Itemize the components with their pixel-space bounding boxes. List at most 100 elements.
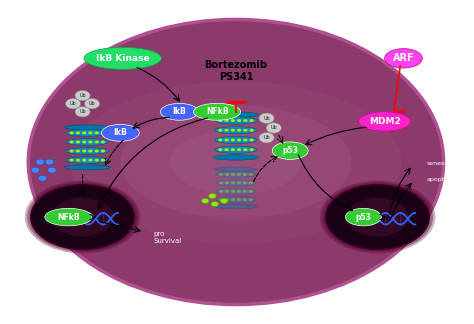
Circle shape (95, 159, 99, 162)
Ellipse shape (120, 105, 352, 219)
Circle shape (211, 202, 219, 207)
Ellipse shape (272, 142, 308, 159)
Circle shape (218, 119, 222, 122)
Circle shape (88, 159, 92, 162)
Circle shape (231, 181, 235, 184)
Circle shape (101, 141, 105, 144)
Circle shape (231, 148, 235, 151)
Circle shape (237, 181, 241, 184)
Circle shape (249, 119, 254, 122)
Circle shape (259, 133, 274, 143)
Circle shape (237, 139, 241, 141)
Circle shape (88, 132, 92, 134)
Circle shape (76, 159, 80, 162)
Circle shape (249, 148, 254, 151)
Circle shape (219, 198, 223, 201)
Circle shape (231, 190, 235, 193)
Circle shape (249, 173, 253, 176)
Circle shape (101, 150, 105, 153)
Text: senescence: senescence (427, 161, 464, 166)
Text: p53: p53 (356, 213, 371, 222)
Circle shape (31, 167, 40, 173)
Circle shape (82, 150, 86, 153)
Text: IkB: IkB (113, 128, 127, 137)
Circle shape (88, 150, 92, 153)
Circle shape (249, 190, 253, 193)
Circle shape (70, 132, 74, 134)
Ellipse shape (66, 139, 109, 145)
Circle shape (231, 198, 235, 201)
Ellipse shape (27, 182, 138, 252)
Circle shape (266, 123, 281, 133)
Text: pro
Survival: pro Survival (154, 231, 182, 244)
Text: ARF: ARF (392, 53, 414, 63)
Circle shape (224, 139, 228, 141)
Circle shape (65, 98, 81, 109)
Ellipse shape (193, 103, 241, 120)
Circle shape (243, 129, 247, 132)
Circle shape (225, 181, 229, 184)
Circle shape (46, 159, 54, 165)
Ellipse shape (359, 112, 410, 131)
Ellipse shape (216, 188, 256, 194)
Text: Ub: Ub (79, 109, 86, 114)
Ellipse shape (84, 47, 161, 69)
Circle shape (218, 148, 222, 151)
Circle shape (88, 141, 92, 144)
Circle shape (225, 198, 229, 201)
Ellipse shape (71, 81, 401, 243)
Text: NFkB: NFkB (57, 213, 80, 222)
Circle shape (243, 139, 247, 141)
Circle shape (243, 198, 247, 201)
Circle shape (101, 132, 105, 134)
Ellipse shape (31, 185, 135, 249)
Ellipse shape (346, 198, 409, 237)
Circle shape (76, 132, 80, 134)
Circle shape (38, 175, 47, 181)
Circle shape (82, 141, 86, 144)
Ellipse shape (101, 124, 139, 141)
Circle shape (243, 148, 247, 151)
Circle shape (231, 119, 235, 122)
Circle shape (75, 107, 90, 117)
Ellipse shape (384, 49, 422, 68)
Circle shape (224, 148, 228, 151)
Ellipse shape (215, 136, 257, 144)
Circle shape (243, 119, 247, 122)
Ellipse shape (66, 157, 109, 164)
Ellipse shape (214, 204, 257, 209)
Ellipse shape (319, 181, 435, 253)
Ellipse shape (66, 130, 109, 136)
Circle shape (70, 159, 74, 162)
Circle shape (95, 141, 99, 144)
Ellipse shape (160, 103, 198, 120)
Circle shape (224, 119, 228, 122)
Ellipse shape (322, 182, 433, 252)
Circle shape (76, 150, 80, 153)
Text: Bortezomib
PS341: Bortezomib PS341 (204, 61, 267, 82)
Circle shape (82, 159, 86, 162)
Circle shape (237, 129, 241, 132)
Circle shape (209, 193, 216, 199)
Circle shape (259, 113, 274, 123)
Ellipse shape (215, 146, 257, 153)
Circle shape (249, 198, 253, 201)
Circle shape (237, 119, 241, 122)
Circle shape (249, 181, 253, 184)
Circle shape (95, 132, 99, 134)
Circle shape (249, 129, 254, 132)
Ellipse shape (64, 165, 110, 170)
Circle shape (231, 173, 235, 176)
Text: Ub: Ub (270, 125, 277, 131)
Text: MDM2: MDM2 (369, 117, 401, 126)
Circle shape (218, 129, 222, 132)
Circle shape (231, 129, 235, 132)
Circle shape (220, 198, 228, 203)
Circle shape (36, 159, 45, 165)
Ellipse shape (216, 180, 256, 186)
Ellipse shape (213, 155, 259, 160)
Ellipse shape (213, 112, 259, 117)
Circle shape (237, 148, 241, 151)
Circle shape (95, 150, 99, 153)
Ellipse shape (28, 19, 444, 305)
